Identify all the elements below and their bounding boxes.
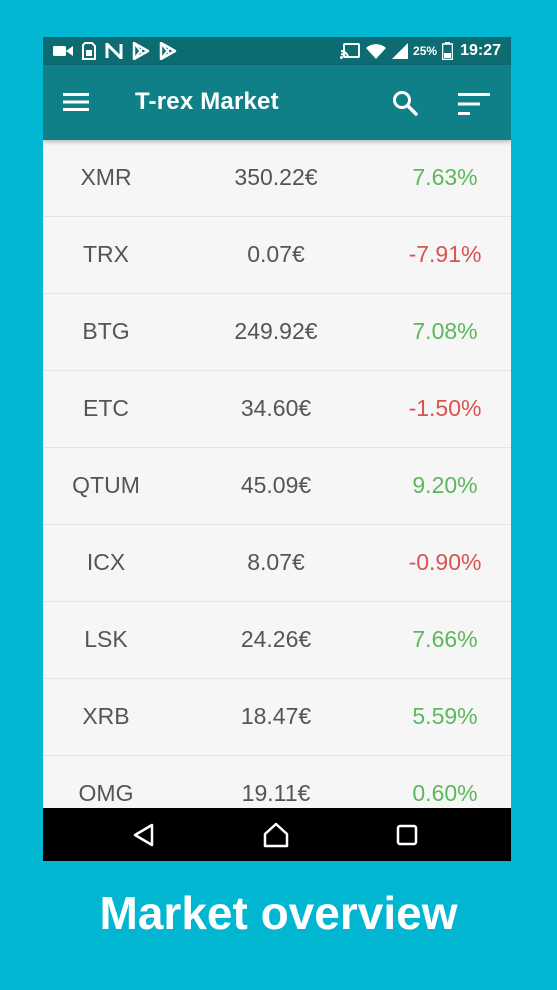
coin-symbol: TRX — [83, 241, 129, 267]
price-change: -1.50% — [408, 395, 482, 421]
coin-price: 0.07€ — [247, 241, 305, 267]
coin-symbol: XRB — [82, 703, 130, 729]
app-title: T-rex Market — [135, 88, 279, 115]
phone-screen: 25% 19:27 T-rex Market XMR 350.22€ 7.63% TR… — [43, 37, 511, 861]
signal-icon — [392, 43, 409, 59]
play-store-icon — [159, 42, 177, 60]
wifi-icon — [366, 44, 387, 59]
home-icon[interactable] — [262, 822, 290, 848]
video-icon — [53, 46, 73, 56]
recents-icon[interactable] — [396, 824, 418, 846]
coin-symbol: XMR — [80, 164, 132, 190]
market-row-icx[interactable]: ICX 8.07€ -0.90% — [43, 525, 511, 602]
coin-symbol: OMG — [78, 780, 134, 806]
status-bar: 25% 19:27 — [43, 37, 511, 65]
system-status: 25% 19:27 — [340, 41, 501, 61]
market-row-xrb[interactable]: XRB 18.47€ 5.59% — [43, 679, 511, 756]
coin-symbol: QTUM — [72, 472, 140, 498]
price-change: 0.60% — [412, 780, 478, 806]
coin-symbol: ETC — [83, 395, 129, 421]
market-list: XMR 350.22€ 7.63% TRX 0.07€ -7.91% BTG 249.92€ 7… — [43, 140, 511, 808]
coin-price: 18.47€ — [240, 703, 312, 729]
price-change: -7.91% — [408, 241, 482, 267]
caption-market-overview: Market overview — [99, 887, 458, 939]
app-bar: T-rex Market — [43, 65, 511, 140]
market-row-xmr[interactable]: XMR 350.22€ 7.63% — [43, 140, 511, 217]
play-store-icon — [132, 42, 150, 60]
coin-symbol: BTG — [82, 318, 130, 344]
status-time: 19:27 — [460, 42, 501, 59]
battery-icon — [442, 42, 454, 60]
sim-icon — [82, 42, 96, 60]
coin-price: 34.60€ — [240, 395, 312, 421]
price-change: 9.20% — [412, 472, 478, 498]
back-icon[interactable] — [133, 823, 155, 847]
coin-price: 249.92€ — [234, 318, 318, 344]
navigation-bar — [43, 808, 511, 861]
market-row-qtum[interactable]: QTUM 45.09€ 9.20% — [43, 448, 511, 525]
notification-icons — [53, 41, 177, 61]
search-icon[interactable] — [391, 89, 419, 117]
market-row-lsk[interactable]: LSK 24.26€ 7.66% — [43, 602, 511, 679]
coin-price: 350.22€ — [234, 164, 318, 190]
market-row-omg[interactable]: OMG 19.11€ 0.60% — [43, 756, 511, 808]
market-row-etc[interactable]: ETC 34.60€ -1.50% — [43, 371, 511, 448]
menu-icon[interactable] — [63, 92, 89, 112]
coin-price: 8.07€ — [247, 549, 305, 575]
market-row-trx[interactable]: TRX 0.07€ -7.91% — [43, 217, 511, 294]
sort-icon[interactable] — [457, 91, 491, 117]
coin-symbol: LSK — [84, 626, 128, 652]
coin-symbol: ICX — [86, 549, 126, 575]
coin-price: 24.26€ — [240, 626, 312, 652]
price-change: 7.66% — [412, 626, 478, 652]
price-change: 7.08% — [412, 318, 478, 344]
price-change: -0.90% — [408, 549, 482, 575]
price-change: 7.63% — [412, 164, 478, 190]
coin-price: 19.11€ — [241, 780, 311, 806]
market-row-btg[interactable]: BTG 249.92€ 7.08% — [43, 294, 511, 371]
price-change: 5.59% — [412, 703, 478, 729]
battery-percentage: 25% — [413, 44, 438, 58]
n-icon — [105, 43, 123, 59]
coin-price: 45.09€ — [240, 472, 312, 498]
cast-icon — [340, 43, 361, 59]
